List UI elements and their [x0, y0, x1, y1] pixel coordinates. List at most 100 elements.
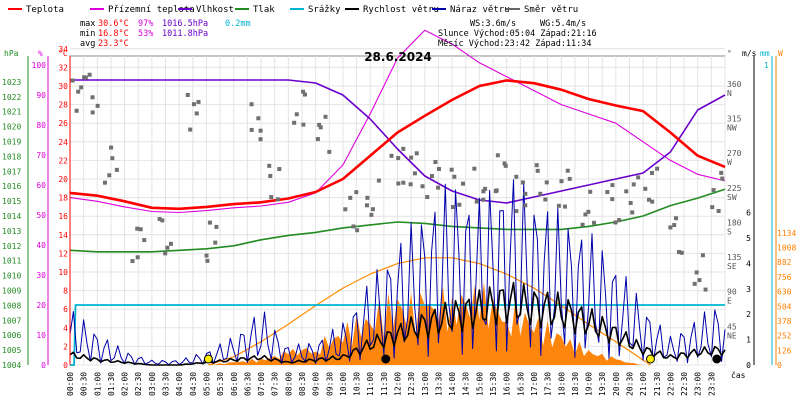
wind-direction-point	[90, 95, 95, 100]
summary-wg: WG:5.4m/s	[540, 19, 586, 29]
wind-direction-points	[70, 72, 725, 292]
series-line-rychlost-v-tru	[69, 281, 726, 366]
summary-min-label: min	[80, 29, 95, 39]
summary-sun: Slunce Východ:05:04 Západ:21:16	[438, 29, 597, 39]
summary-max-hum: 97%	[138, 19, 153, 29]
wind-tick-label: 6	[746, 209, 751, 218]
direction-tick-label: 90	[727, 288, 737, 297]
wind-direction-point	[495, 153, 500, 158]
percent-tick-label: 60	[36, 181, 46, 190]
hpa-tick-label: 1007	[2, 316, 21, 325]
summary-max-label: max	[80, 19, 95, 29]
wind-tick-label: 2	[746, 310, 751, 319]
solar-tick-label: 504	[777, 302, 792, 311]
wind-direction-point	[302, 92, 307, 97]
wind-direction-point	[514, 209, 519, 214]
percent-tick-label: 90	[36, 91, 46, 100]
x-tick-label: 01:00	[93, 372, 102, 396]
wind-direction-point	[163, 251, 168, 256]
wind-direction-point	[109, 145, 114, 150]
wind-direction-point	[74, 108, 79, 113]
x-tick-label: 05:00	[202, 372, 211, 396]
wind-direction-point	[679, 250, 684, 255]
solar-tick-label: 882	[777, 258, 792, 267]
wind-direction-point	[301, 122, 306, 127]
wind-direction-point	[697, 278, 702, 283]
wind-direction-point	[716, 208, 721, 213]
wind-direction-point	[168, 241, 173, 246]
hpa-tick-label: 1018	[2, 152, 21, 161]
wind-direction-point	[493, 189, 498, 194]
hpa-tick-label: 1022	[2, 93, 21, 102]
wind-direction-point	[520, 180, 525, 185]
percent-tick-label: 70	[36, 151, 46, 160]
wind-direction-point	[396, 181, 401, 186]
wind-tick-label: 1	[746, 336, 751, 345]
wind-direction-point	[292, 120, 297, 125]
x-tick-label: 12:00	[394, 372, 403, 396]
temperature-tick-label: 24	[58, 138, 68, 147]
wind-direction-point	[76, 89, 81, 94]
wind-direction-point	[79, 85, 84, 90]
wind-direction-point	[556, 203, 561, 208]
direction-tick-compass: E	[727, 297, 732, 306]
moonrise-marker	[712, 354, 722, 364]
direction-tick-compass: SE	[727, 262, 737, 271]
wind-direction-point	[364, 203, 369, 208]
wind-direction-point	[83, 75, 88, 80]
sun-moon-markers	[203, 354, 722, 364]
wind-direction-point	[107, 173, 112, 178]
wind-direction-point	[414, 151, 419, 156]
legend-label: Směr větru	[524, 5, 578, 15]
wind-direction-point	[268, 173, 273, 178]
wind-direction-point	[450, 205, 455, 210]
temperature-tick-label: 34	[58, 45, 68, 54]
temperature-tick-label: 0	[63, 361, 68, 370]
wind-direction-point	[401, 146, 406, 151]
x-tick-label: 10:00	[339, 372, 348, 396]
wind-direction-point	[610, 197, 615, 202]
wind-direction-point	[157, 217, 162, 222]
wind-direction-point	[142, 238, 147, 243]
legend-label: Náraz větru	[450, 5, 510, 15]
chart-title: 28.6.2024	[364, 50, 432, 64]
wind-direction-point	[277, 167, 282, 172]
wind-direction-point	[457, 202, 462, 207]
direction-tick-label: 225	[727, 184, 742, 193]
x-tick-label: 00:00	[66, 372, 75, 396]
wind-direction-point	[433, 159, 438, 164]
wind-direction-point	[102, 180, 107, 185]
wind-direction-point	[267, 163, 272, 168]
solar-axis-label: W	[778, 49, 783, 58]
wind-direction-point	[188, 127, 193, 132]
wind-direction-point	[452, 174, 457, 179]
wind-direction-point	[503, 163, 508, 168]
wind-direction-point	[327, 149, 332, 154]
wind-direction-point	[191, 102, 196, 107]
legend-label: Srážky	[308, 5, 341, 15]
wind-direction-point	[534, 163, 539, 168]
wind-direction-point	[258, 128, 263, 133]
x-tick-label: 01:30	[107, 372, 116, 396]
hpa-tick-label: 1012	[2, 242, 21, 251]
wind-direction-point	[719, 170, 724, 175]
x-tick-label: 19:00	[585, 372, 594, 396]
wind-direction-point	[301, 89, 306, 94]
wind-direction-point	[135, 255, 140, 260]
temperature-tick-label: 32	[58, 63, 68, 72]
x-tick-label: 03:00	[148, 372, 157, 396]
x-tick-label: 04:00	[175, 372, 184, 396]
wind-direction-point	[694, 270, 699, 275]
wind-direction-point	[650, 199, 655, 204]
summary-rain: 0.2mm	[225, 19, 251, 29]
x-tick-label: 04:30	[189, 372, 198, 396]
solar-tick-label: 126	[777, 346, 792, 355]
temperature-tick-label: 6	[63, 305, 68, 314]
legend-label: Vlhkost	[196, 5, 234, 15]
wind-direction-point	[412, 171, 417, 176]
temperature-tick-label: 10	[58, 268, 68, 277]
temperature-tick-label: 28	[58, 101, 68, 110]
wind-direction-point	[348, 195, 353, 200]
hpa-tick-label: 1021	[2, 108, 21, 117]
